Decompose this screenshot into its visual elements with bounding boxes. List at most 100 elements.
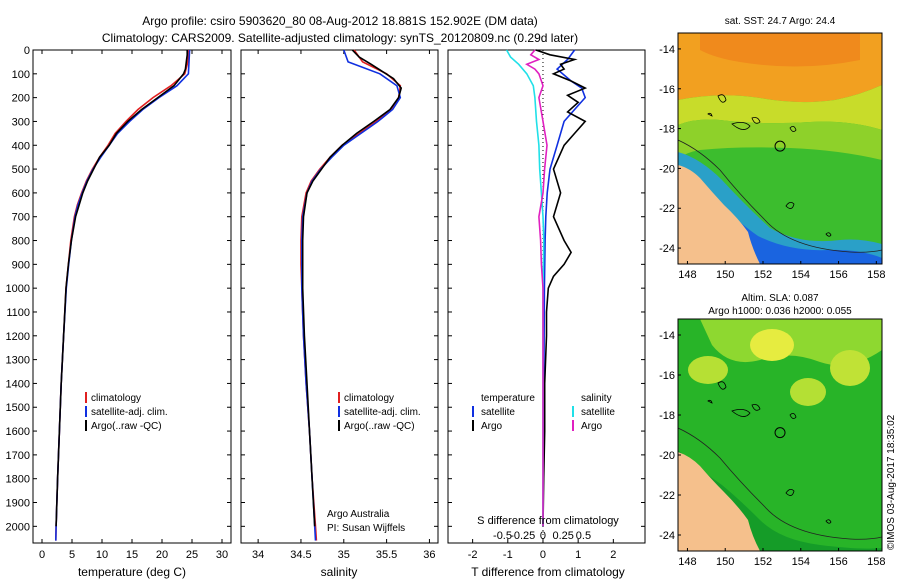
sst-shelf-contour (678, 139, 882, 253)
title-line-1: Argo profile: csiro 5903620_80 08-Aug-20… (142, 14, 538, 28)
y-tick-label: -22 (659, 203, 675, 215)
sla-eddy-east (830, 350, 870, 386)
series-line-salinity-satellite (505, 49, 545, 527)
salinity-panel (240, 49, 439, 544)
y-tick-label: 1200 (6, 331, 30, 343)
x-tick-label: 150 (716, 556, 734, 568)
salinity-lines (300, 49, 403, 541)
sst-hot-core (700, 33, 860, 67)
annotation-line-1: Argo Australia (327, 509, 390, 520)
difference-panel (447, 49, 646, 544)
difference-lines (505, 49, 588, 527)
x-tick-label: 34 (252, 549, 264, 561)
legend-label: climatology (91, 393, 141, 404)
s-tick-label: 0.5 (576, 530, 591, 542)
x-tick-label: 20 (156, 549, 168, 561)
y-tick-label: -24 (659, 243, 675, 255)
y-tick-label: 1800 (6, 474, 30, 486)
series-line-temperature-argo (535, 49, 588, 527)
sst-land (678, 165, 760, 264)
temperature-axes: 0 5 10 15 20 25 300100200300400500600700800900… (6, 45, 231, 561)
s-tick-label: 0.25 (552, 530, 573, 542)
y-tick-label: 100 (12, 69, 30, 81)
y-tick-label: 1700 (6, 450, 30, 462)
legend-header: salinity (581, 393, 612, 404)
y-tick-label: 1400 (6, 378, 30, 390)
legend-label: Argo (581, 421, 603, 432)
legend-swatch-satellite (85, 406, 87, 417)
y-tick-label: 1000 (6, 283, 30, 295)
x-tick-label: 25 (186, 549, 198, 561)
series-line-salinity-argo (524, 49, 548, 527)
y-tick-label: -18 (659, 410, 675, 422)
imos-stamp: ©IMOS 03-Aug-2017 18:35:02 (886, 414, 897, 550)
x-tick-label: 0 (540, 549, 546, 561)
sla-eddy (790, 378, 826, 406)
sla-map-subtitle: Argo h1000: 0.036 h2000: 0.055 (708, 306, 852, 317)
y-tick-label: 1100 (6, 307, 30, 319)
legend-header: temperature (481, 393, 535, 404)
x-tick-label: 152 (754, 556, 772, 568)
series-line-argo-raw-qc- (55, 50, 188, 527)
legend-label: Argo (481, 421, 503, 432)
series-line-satellite-adj-clim- (300, 49, 402, 541)
sst-map (678, 33, 882, 264)
series-line-climatology (300, 49, 402, 541)
salinity-legend: climatology satellite-adj. clim. Argo(..… (327, 392, 421, 534)
series-line-satellite-adj-clim- (55, 49, 191, 541)
y-tick-label: -18 (659, 124, 675, 136)
y-tick-label: 900 (12, 259, 30, 271)
annotation-line-2: PI: Susan Wijffels (327, 523, 405, 534)
x-tick-label: 10 (96, 549, 108, 561)
legend-swatch-argo (338, 420, 340, 431)
x-tick-label: 154 (792, 269, 810, 281)
x-tick-label: 148 (678, 556, 696, 568)
argo-profile-marker (774, 140, 786, 152)
temperature-legend: climatology satellite-adj. clim. Argo(..… (85, 392, 168, 432)
sst-light-green-band (678, 119, 882, 160)
series-line-temperature-satellite (542, 49, 587, 527)
y-tick-label: 700 (12, 212, 30, 224)
x-tick-label: 15 (126, 549, 138, 561)
legend-label: climatology (344, 393, 394, 404)
legend-swatch-s-argo (572, 420, 574, 431)
y-tick-label: 800 (12, 236, 30, 248)
y-tick-label: 200 (12, 93, 30, 105)
y-tick-label: 0 (24, 45, 30, 57)
salinity-axes: 34 34.5 35 35.5 36 (241, 49, 438, 561)
s-tick-label: 0 (540, 530, 546, 542)
sla-map-frame (677, 318, 883, 552)
legend-label: Argo(..raw -QC) (91, 421, 162, 432)
y-tick-label: -22 (659, 490, 675, 502)
y-tick-label: -20 (659, 450, 675, 462)
s-tick-label: -0.25 (510, 530, 535, 542)
legend-swatch-satellite (338, 406, 340, 417)
x-tick-label: 156 (829, 556, 847, 568)
x-tick-label: 2 (610, 549, 616, 561)
sla-land (678, 452, 760, 551)
sst-yellow-band (678, 85, 882, 130)
x-tick-label: 158 (867, 269, 885, 281)
title-line-2: Climatology: CARS2009. Satellite-adjuste… (102, 31, 578, 45)
legend-swatch-s-satellite (572, 406, 574, 417)
temperature-xlabel: temperature (deg C) (78, 565, 186, 579)
x-tick-label: 150 (716, 269, 734, 281)
y-tick-label: 300 (12, 116, 30, 128)
argo-profile-marker (774, 427, 786, 439)
t-difference-xlabel: T difference from climatology (471, 565, 625, 579)
x-tick-label: 35.5 (376, 549, 397, 561)
y-tick-label: -20 (659, 163, 675, 175)
x-tick-label: 5 (69, 549, 75, 561)
legend-swatch-t-satellite (472, 406, 474, 417)
y-tick-label: 600 (12, 188, 30, 200)
salinity-xlabel: salinity (321, 565, 358, 579)
x-tick-label: 30 (216, 549, 228, 561)
legend-label: satellite-adj. clim. (344, 407, 421, 418)
difference-legend: temperature satellite Argo salinity sate… (472, 393, 615, 432)
y-tick-label: 1900 (6, 498, 30, 510)
y-tick-label: 1300 (6, 355, 30, 367)
s-difference-label: S difference from climatology (477, 515, 619, 527)
x-tick-label: 152 (754, 269, 772, 281)
x-tick-label: 158 (867, 556, 885, 568)
